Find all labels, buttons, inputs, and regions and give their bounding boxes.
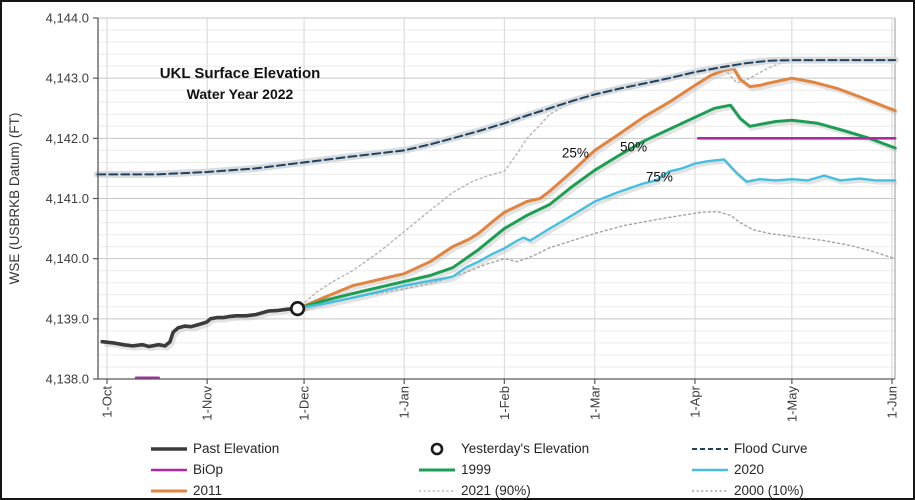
yesterday-elevation-marker [289,301,306,317]
chart-subtitle: Water Year 2022 [187,86,294,102]
x-tick-label: 1-Jan [397,386,412,419]
y-tick-label: 4,144.0 [46,11,89,26]
legend-swatch-yesterday-s-elevation [430,442,444,455]
axes: 4,138.0 4,139.0 4,140.0 4,141.0 4,142.0 4,143… [46,11,900,423]
legend-item-2020: 2020 [690,459,808,480]
legend-item-flood-curve: Flood Curve [690,438,808,459]
legend-item-past-elevation: Past Elevation [149,438,279,459]
y-axis-title: WSE (USBRKB Datum) (FT) [7,113,22,285]
series-past-elevation [100,306,300,352]
series-2011 [296,67,898,313]
legend-label: 2011 [193,483,223,498]
x-tick-label: 1-Jun [885,386,900,419]
legend-item-2011: 2011 [149,480,279,498]
x-tick-label: 1-May [784,386,799,423]
chart-title: UKL Surface Elevation [160,65,321,82]
legend-label: BiOp [193,462,224,477]
y-tick-label: 4,140.0 [46,251,89,266]
legend-label: Past Elevation [193,441,280,456]
x-tick-label: 1-Dec [297,386,312,421]
x-tick-label: 1-Oct [100,386,115,418]
legend-swatch-2000-10 [692,489,728,492]
annotation-50pct: 50% [620,139,647,154]
legend-label: Flood Curve [734,441,808,456]
legend-item-2021-90: 2021 (90%) [417,480,589,498]
y-tick-label: 4,141.0 [46,191,89,206]
y-tick-label: 4,138.0 [46,372,89,387]
legend-item-2000-10: 2000 (10%) [690,480,808,498]
legend-label: 2000 (10%) [734,483,804,498]
legend-swatch-2021-90 [419,489,455,492]
legend-swatch-past-elevation [151,446,187,451]
x-tick-label: 1-Feb [497,386,512,420]
legend-swatch-flood-curve [692,447,728,450]
y-tick-label: 4,142.0 [46,131,89,146]
legend-item-1999: 1999 [417,459,589,480]
series-2020 [296,158,898,313]
legend-column-3: Flood Curve 2020 2000 (10%) [690,438,808,498]
y-tick-label: 4,143.0 [46,71,89,86]
series-flood-curve [93,56,899,178]
legend-column-1: Past Elevation BiOp 2011 [149,438,279,498]
elevation-chart-plot: 4,138.0 4,139.0 4,140.0 4,141.0 4,142.0 4,143… [7,11,900,423]
x-tick-label: 1-Nov [200,386,215,421]
series-biop [134,137,897,380]
legend-label: Yesterday's Elevation [461,441,590,456]
legend-label: 2020 [734,462,765,477]
annotation-25pct: 25% [562,145,589,160]
legend-label: 2021 (90%) [461,483,531,498]
x-tick-label: 1-Apr [687,385,702,417]
series-1999 [296,103,898,314]
legend-swatch-1999 [419,468,455,471]
legend-item-yesterday-s-elevation: Yesterday's Elevation [417,438,589,459]
legend-swatch-2020 [692,468,728,471]
legend-label: 1999 [461,462,492,477]
annotation-75pct: 75% [646,169,673,184]
series-2000-10 [296,210,896,310]
legend-swatch-2011 [151,489,187,492]
chart-legend: Past Elevation BiOp 2011 Yesterday's Elevat… [2,438,913,498]
x-tick-label: 1-Mar [587,385,602,420]
y-tick-label: 4,139.0 [46,311,89,326]
legend-swatch-biop [151,468,187,471]
legend-item-biop: BiOp [149,459,279,480]
legend-column-2: Yesterday's Elevation 1999 2021 (90%) [417,438,589,498]
